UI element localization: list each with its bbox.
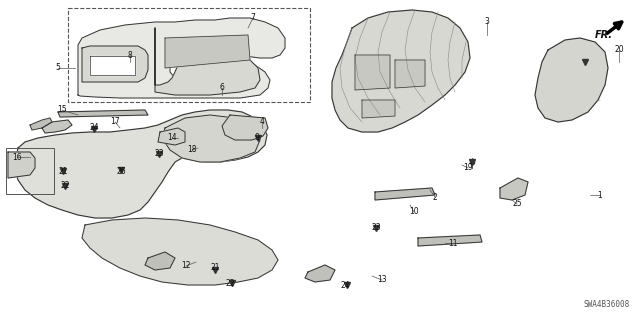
Text: 25: 25 (512, 199, 522, 209)
Text: 12: 12 (181, 262, 191, 271)
Bar (68, 8, 310, 102)
Text: 5: 5 (56, 63, 60, 72)
Polygon shape (58, 110, 148, 117)
Polygon shape (375, 188, 435, 200)
Text: 14: 14 (167, 133, 177, 143)
Text: 20: 20 (614, 46, 624, 55)
Text: 21: 21 (58, 167, 68, 175)
Polygon shape (362, 100, 395, 118)
Polygon shape (90, 56, 135, 75)
Polygon shape (145, 252, 175, 270)
Text: 3: 3 (484, 18, 490, 26)
Text: 8: 8 (127, 50, 132, 60)
Text: 6: 6 (220, 84, 225, 93)
Text: 23: 23 (154, 149, 164, 158)
Text: 2: 2 (433, 192, 437, 202)
Text: 7: 7 (251, 13, 255, 23)
Text: FR.: FR. (595, 30, 613, 40)
Polygon shape (355, 55, 390, 90)
Text: 9: 9 (255, 133, 259, 143)
Polygon shape (78, 18, 285, 98)
Polygon shape (8, 152, 35, 178)
Polygon shape (535, 38, 608, 122)
Text: 16: 16 (12, 152, 22, 161)
Text: 13: 13 (377, 276, 387, 285)
Text: 21: 21 (211, 263, 220, 272)
Text: 11: 11 (448, 239, 458, 248)
Polygon shape (15, 110, 267, 218)
Text: 18: 18 (188, 145, 196, 154)
Polygon shape (418, 235, 482, 246)
Polygon shape (82, 218, 278, 285)
Text: 15: 15 (57, 106, 67, 115)
Text: 17: 17 (110, 117, 120, 127)
Text: 1: 1 (598, 190, 602, 199)
Polygon shape (332, 10, 470, 132)
Polygon shape (158, 128, 185, 145)
Polygon shape (305, 265, 335, 282)
Polygon shape (165, 35, 250, 68)
Polygon shape (42, 120, 72, 133)
Text: 23: 23 (371, 224, 381, 233)
Text: 19: 19 (463, 164, 473, 173)
Text: SWA4B36008: SWA4B36008 (584, 300, 630, 309)
Text: 24: 24 (340, 280, 350, 290)
Bar (6, 148, 54, 194)
Polygon shape (82, 46, 148, 82)
Text: 22: 22 (60, 182, 70, 190)
Text: 26: 26 (116, 167, 126, 176)
Polygon shape (500, 178, 528, 200)
Text: 22: 22 (225, 278, 235, 287)
Polygon shape (395, 60, 425, 88)
Text: 24: 24 (89, 123, 99, 132)
Polygon shape (155, 28, 260, 95)
Polygon shape (30, 118, 52, 130)
Text: 4: 4 (260, 117, 264, 127)
Polygon shape (222, 115, 268, 140)
Polygon shape (162, 115, 260, 162)
Text: 10: 10 (409, 207, 419, 217)
